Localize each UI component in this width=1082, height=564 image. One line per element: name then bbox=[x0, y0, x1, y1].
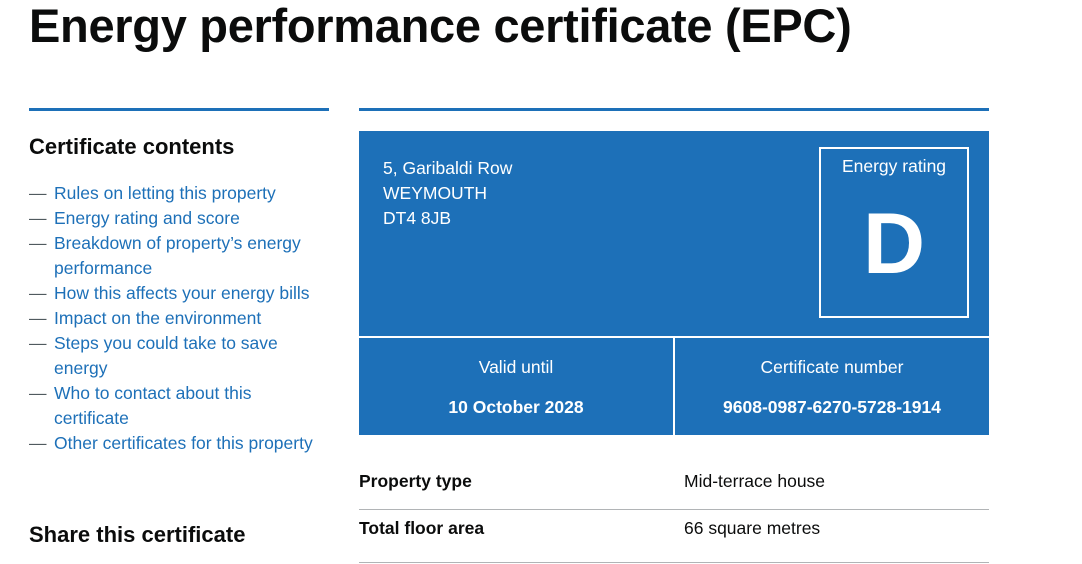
link-rules-on-letting[interactable]: Rules on letting this property bbox=[54, 183, 276, 203]
epc-header: 5, Garibaldi Row WEYMOUTH DT4 8JB Energy… bbox=[359, 131, 989, 336]
summary-key: Property type bbox=[359, 471, 472, 491]
summary-key: Total floor area bbox=[359, 518, 485, 538]
main-content: 5, Garibaldi Row WEYMOUTH DT4 8JB Energy… bbox=[359, 108, 989, 563]
certificate-contents-heading: Certificate contents bbox=[29, 134, 235, 159]
contents-item-contact: — Who to contact about this certificate bbox=[29, 381, 329, 431]
list-dash: — bbox=[29, 208, 47, 228]
list-dash: — bbox=[29, 433, 47, 453]
epc-details: Valid until 10 October 2028 Certificate … bbox=[359, 336, 989, 435]
address-line-2: WEYMOUTH bbox=[383, 183, 488, 203]
contents-item-energy-bills: — How this affects your energy bills bbox=[29, 281, 329, 306]
list-dash: — bbox=[29, 233, 47, 253]
certificate-number-label: Certificate number bbox=[760, 357, 904, 377]
contents-item-rules-on-letting: — Rules on letting this property bbox=[29, 181, 329, 206]
link-energy-rating-and-score[interactable]: Energy rating and score bbox=[54, 208, 240, 228]
list-dash: — bbox=[29, 183, 47, 203]
contents-item-energy-rating: — Energy rating and score bbox=[29, 206, 329, 231]
list-dash: — bbox=[29, 383, 47, 403]
contents-item-environment: — Impact on the environment bbox=[29, 306, 329, 331]
certificate-number-cell: Certificate number 9608-0987-6270-5728-1… bbox=[673, 338, 989, 435]
summary-row-property-type: Property type Mid-terrace house bbox=[359, 469, 989, 510]
link-breakdown-energy-performance[interactable]: Breakdown of property’s energy performan… bbox=[54, 233, 301, 278]
energy-rating-box: Energy rating D bbox=[819, 147, 969, 318]
property-summary-list: Property type Mid-terrace house Total fl… bbox=[359, 469, 989, 563]
property-address: 5, Garibaldi Row WEYMOUTH DT4 8JB bbox=[383, 156, 512, 231]
valid-until-value: 10 October 2028 bbox=[448, 397, 584, 417]
link-who-to-contact[interactable]: Who to contact about this certificate bbox=[54, 383, 252, 428]
page-title: Energy performance certificate (EPC) bbox=[29, 0, 852, 52]
address-line-1: 5, Garibaldi Row bbox=[383, 158, 513, 178]
contents-list: — Rules on letting this property — Energ… bbox=[29, 181, 329, 456]
share-certificate-heading: Share this certificate bbox=[29, 522, 246, 547]
list-dash: — bbox=[29, 283, 47, 303]
contents-item-steps: — Steps you could take to save energy bbox=[29, 331, 329, 381]
valid-until-cell: Valid until 10 October 2028 bbox=[359, 338, 673, 435]
list-dash: — bbox=[29, 333, 47, 353]
energy-rating-label: Energy rating bbox=[841, 156, 947, 176]
link-impact-on-environment[interactable]: Impact on the environment bbox=[54, 308, 262, 328]
summary-value: 66 square metres bbox=[684, 518, 821, 538]
valid-until-label: Valid until bbox=[478, 357, 554, 377]
link-other-certificates[interactable]: Other certificates for this property bbox=[54, 433, 313, 453]
list-dash: — bbox=[29, 308, 47, 328]
contents-item-other-certificates: — Other certificates for this property bbox=[29, 431, 329, 456]
certificate-contents-nav: Certificate contents — Rules on letting … bbox=[29, 108, 329, 456]
summary-value: Mid-terrace house bbox=[684, 471, 826, 491]
link-steps-to-save-energy[interactable]: Steps you could take to save energy bbox=[54, 333, 278, 378]
certificate-number-value: 9608-0987-6270-5728-1914 bbox=[723, 397, 941, 417]
link-energy-bills[interactable]: How this affects your energy bills bbox=[54, 283, 310, 303]
contents-item-breakdown: — Breakdown of property’s energy perform… bbox=[29, 231, 329, 281]
summary-row-floor-area: Total floor area 66 square metres bbox=[359, 510, 989, 563]
address-postcode: DT4 8JB bbox=[383, 208, 452, 228]
epc-summary-panel: 5, Garibaldi Row WEYMOUTH DT4 8JB Energy… bbox=[359, 131, 989, 435]
energy-rating-letter: D bbox=[862, 196, 926, 292]
